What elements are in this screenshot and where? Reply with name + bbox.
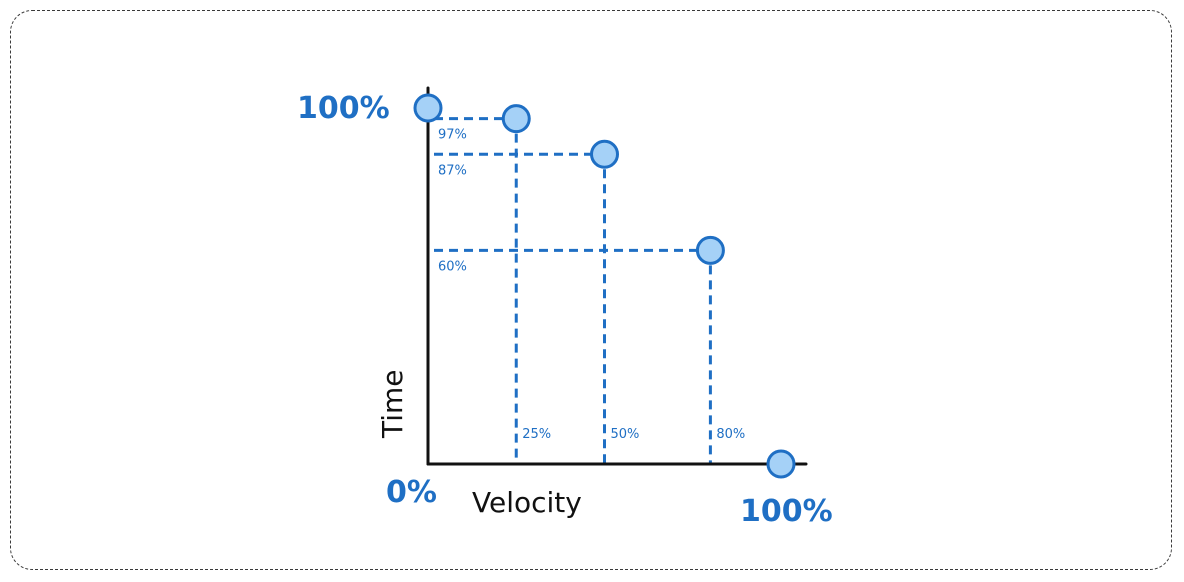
x-axis-title: Velocity xyxy=(472,486,582,519)
data-point xyxy=(590,139,619,169)
y-value-label: 97% xyxy=(438,128,467,143)
origin-label: 0% xyxy=(386,475,437,510)
y-value-label: 87% xyxy=(438,163,467,178)
y-axis-title: Time xyxy=(376,369,409,439)
value-labels: 25% 97% 50% 87% 80% 60% xyxy=(438,128,745,442)
data-point xyxy=(413,93,443,123)
y-max-label: 100% xyxy=(297,91,390,126)
x-value-label: 50% xyxy=(611,427,640,442)
y-value-label: 60% xyxy=(438,259,467,274)
data-points xyxy=(413,93,796,479)
data-point xyxy=(766,449,796,479)
x-value-label: 80% xyxy=(716,427,745,442)
data-point xyxy=(501,104,531,134)
guide-lines xyxy=(434,117,712,464)
x-value-label: 25% xyxy=(522,427,551,442)
x-max-label: 100% xyxy=(740,494,833,529)
dashed-frame xyxy=(10,10,1172,570)
data-point xyxy=(695,235,725,265)
